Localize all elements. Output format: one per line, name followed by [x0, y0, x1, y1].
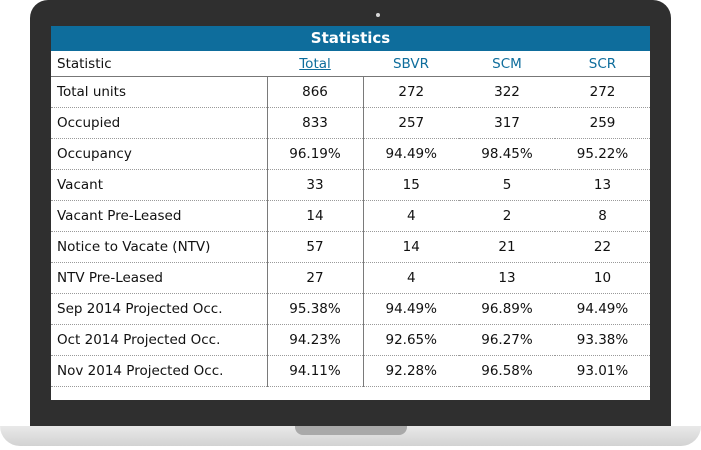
table-row: Nov 2014 Projected Occ. 94.11% 92.28% 96.58… [51, 355, 650, 387]
cell-value: 96.58% [459, 355, 555, 387]
column-header-statistic: Statistic [51, 51, 267, 77]
cell-value: 95.22% [555, 138, 650, 170]
cell-value: 272 [555, 76, 650, 108]
cell-value: 33 [267, 169, 364, 201]
cell-value: 92.65% [363, 324, 459, 356]
cell-value: 98.45% [459, 138, 555, 170]
cell-value: 22 [555, 231, 650, 263]
row-label: Nov 2014 Projected Occ. [51, 355, 268, 387]
cell-value: 317 [459, 107, 555, 139]
table-row: Vacant Pre-Leased 14 4 2 8 [51, 200, 650, 232]
cell-value: 8 [555, 200, 650, 232]
row-label: Vacant Pre-Leased [51, 200, 268, 232]
row-label: Oct 2014 Projected Occ. [51, 324, 268, 356]
cell-value: 10 [555, 262, 650, 294]
laptop-notch [295, 426, 407, 435]
cell-value: 15 [363, 169, 459, 201]
cell-value: 94.49% [363, 138, 459, 170]
row-label: Occupied [51, 107, 268, 139]
row-label: NTV Pre-Leased [51, 262, 268, 294]
row-label: Notice to Vacate (NTV) [51, 231, 268, 263]
cell-value: 94.11% [267, 355, 364, 387]
camera-dot [376, 13, 380, 17]
cell-value: 94.49% [363, 293, 459, 325]
table-title: Statistics [51, 26, 650, 51]
row-label: Vacant [51, 169, 268, 201]
cell-value: 257 [363, 107, 459, 139]
column-header-sbvr: SBVR [363, 51, 459, 77]
row-label: Total units [51, 76, 268, 108]
row-label: Occupancy [51, 138, 268, 170]
header-row: Statistic Total SBVR SCM SCR [51, 51, 650, 77]
table-row: NTV Pre-Leased 27 4 13 10 [51, 262, 650, 294]
table-row: Vacant 33 15 5 13 [51, 169, 650, 201]
cell-value: 21 [459, 231, 555, 263]
cell-value: 322 [459, 76, 555, 108]
table-row: Sep 2014 Projected Occ. 95.38% 94.49% 96.89… [51, 293, 650, 325]
column-header-total[interactable]: Total [267, 51, 363, 77]
cell-value: 95.38% [267, 293, 364, 325]
cell-value: 94.23% [267, 324, 364, 356]
table-row: Occupancy 96.19% 94.49% 98.45% 95.22% [51, 138, 650, 170]
cell-value: 2 [459, 200, 555, 232]
cell-value: 833 [267, 107, 364, 139]
cell-value: 259 [555, 107, 650, 139]
column-header-scm: SCM [459, 51, 555, 77]
laptop-base [0, 426, 701, 446]
cell-value: 5 [459, 169, 555, 201]
cell-value: 14 [363, 231, 459, 263]
cell-value: 96.27% [459, 324, 555, 356]
cell-value: 4 [363, 262, 459, 294]
cell-value: 27 [267, 262, 364, 294]
cell-value: 866 [267, 76, 364, 108]
table-row: Occupied 833 257 317 259 [51, 107, 650, 139]
cell-value: 13 [459, 262, 555, 294]
column-header-scr: SCR [555, 51, 650, 77]
cell-value: 92.28% [363, 355, 459, 387]
cell-value: 93.38% [555, 324, 650, 356]
table-row: Total units 866 272 322 272 [51, 76, 650, 108]
table-row: Notice to Vacate (NTV) 57 14 21 22 [51, 231, 650, 263]
cell-value: 96.89% [459, 293, 555, 325]
cell-value: 57 [267, 231, 364, 263]
cell-value: 13 [555, 169, 650, 201]
cell-value: 272 [363, 76, 459, 108]
cell-value: 94.49% [555, 293, 650, 325]
cell-value: 93.01% [555, 355, 650, 387]
table-row: Oct 2014 Projected Occ. 94.23% 92.65% 96.27… [51, 324, 650, 356]
cell-value: 14 [267, 200, 364, 232]
row-label: Sep 2014 Projected Occ. [51, 293, 268, 325]
cell-value: 96.19% [267, 138, 364, 170]
statistics-table: Statistics Statistic Total SBVR SCM SCR … [51, 26, 650, 387]
screen: Statistics Statistic Total SBVR SCM SCR … [51, 26, 650, 400]
cell-value: 4 [363, 200, 459, 232]
